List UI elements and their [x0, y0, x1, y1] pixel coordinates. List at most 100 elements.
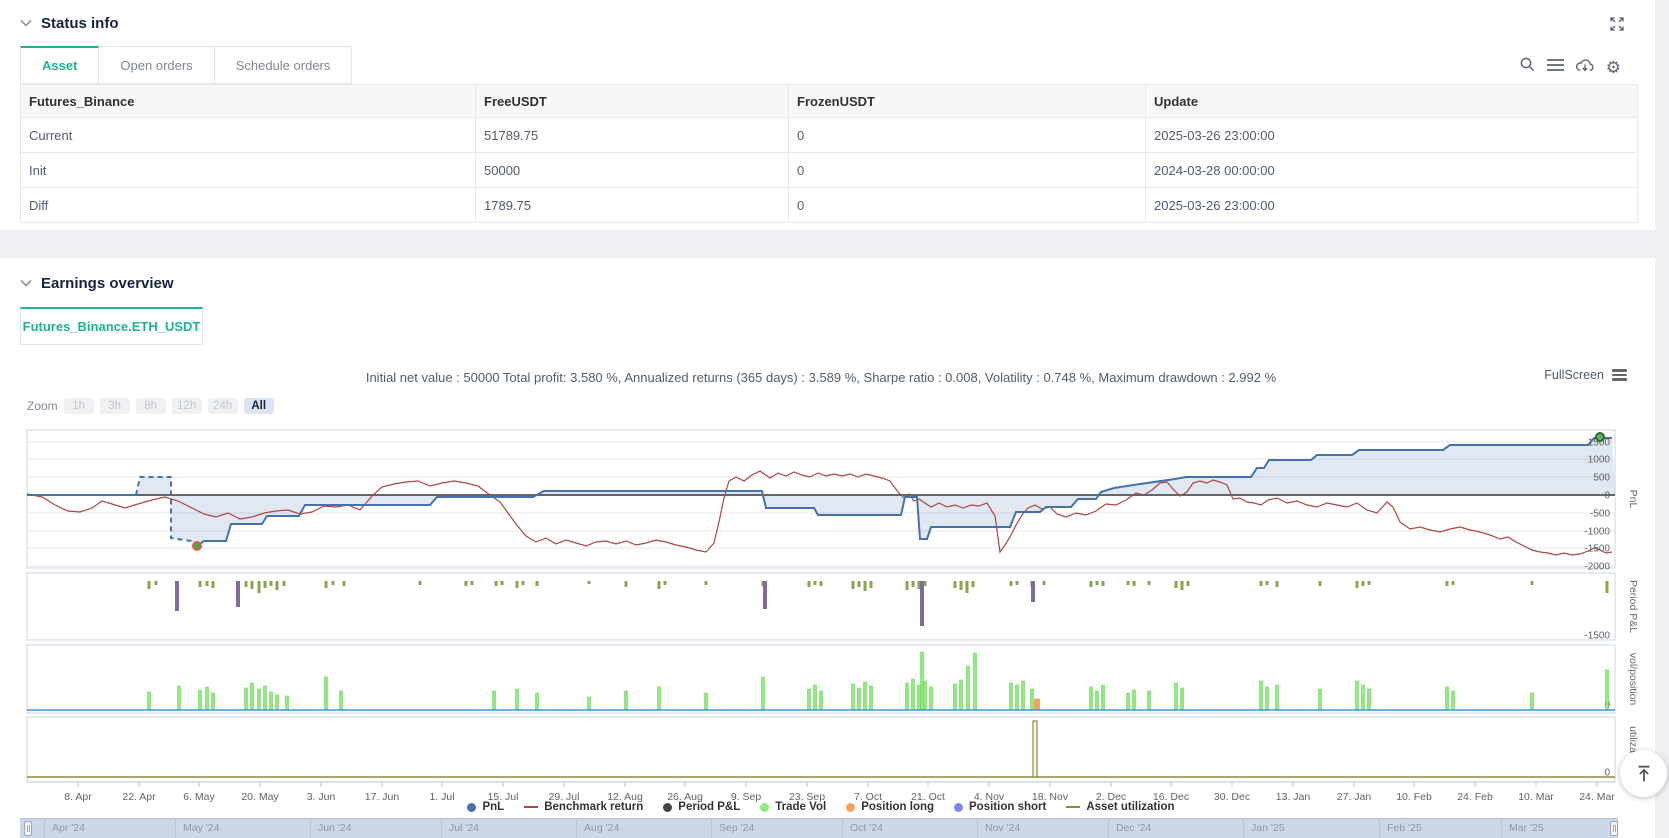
navigator-separator: [842, 819, 843, 838]
navigator-month-label: Apr '24: [52, 822, 85, 834]
navigator-handle[interactable]: [1610, 821, 1618, 836]
list-icon[interactable]: [1546, 58, 1564, 77]
navigator-month-label: Dec '24: [1116, 822, 1152, 834]
earnings-tab-label: Futures_Binance.ETH_USDT: [22, 319, 201, 334]
legend-marker: [663, 802, 673, 812]
table-row: Init 50000 0 2024-03-28 00:00:00: [20, 152, 1638, 188]
table-cell[interactable]: Current: [20, 117, 476, 153]
tab-open-orders[interactable]: Open orders: [99, 46, 215, 84]
chart-navigator[interactable]: Apr '24 May '24 Jun '24 Jul '24 Aug '24 Sep '…: [20, 818, 1618, 838]
navigator-separator: [576, 819, 577, 838]
search-icon[interactable]: [1519, 56, 1536, 78]
table-cell: 1789.75: [475, 187, 789, 223]
back-to-top-button[interactable]: [1620, 750, 1667, 797]
navigator-month-label: Feb '25: [1387, 822, 1422, 834]
collapse-chevron-icon[interactable]: [20, 274, 32, 292]
chart-fullscreen-button[interactable]: FullScreen: [1544, 368, 1627, 382]
legend-marker: [1066, 805, 1081, 809]
zoom-button-12h[interactable]: 12h: [171, 398, 202, 414]
navigator-separator: [977, 819, 978, 838]
navigator-separator: [711, 819, 712, 838]
zoom-buttons: 1h 3h 8h 12h 24h All: [63, 398, 274, 414]
table-cell: Init: [20, 152, 476, 188]
legend-marker: [467, 802, 477, 812]
navigator-month-label: Jan '25: [1251, 822, 1285, 834]
column-header-frozenusdt: FrozenUSDT: [788, 84, 1146, 118]
table-cell: 2025-03-26 23:00:00: [1145, 117, 1638, 153]
tab-schedule-orders[interactable]: Schedule orders: [214, 46, 353, 84]
legend-label: Position short: [969, 801, 1047, 813]
column-header-update: Update: [1145, 84, 1638, 118]
status-info-card: Status info Asset Open orders Schedule ord…: [0, 0, 1655, 230]
navigator-handle[interactable]: [24, 821, 32, 836]
table-cell: 2024-03-28 00:00:00: [1145, 152, 1638, 188]
status-tabs: Asset Open orders Schedule orders: [20, 46, 353, 84]
navigator-separator: [310, 819, 311, 838]
legend-item-period-p&l[interactable]: Period P&L: [663, 801, 740, 813]
navigator-month-label: Oct '24: [850, 822, 883, 834]
navigator-separator: [44, 819, 45, 838]
legend-label: Position long: [861, 801, 935, 813]
zoom-button-8h[interactable]: 8h: [135, 398, 166, 414]
navigator-month-label: Mar '25: [1509, 822, 1544, 834]
zoom-button-all[interactable]: All: [243, 398, 274, 414]
legend-marker: [846, 802, 856, 812]
zoom-button-24h[interactable]: 24h: [207, 398, 238, 414]
table-cell: 2025-03-26 23:00:00: [1145, 187, 1638, 223]
legend-item-asset-utilization[interactable]: Asset utilization: [1066, 801, 1175, 813]
navigator-separator: [1108, 819, 1109, 838]
zoom-label: Zoom: [27, 399, 58, 413]
tab-asset[interactable]: Asset: [20, 46, 100, 84]
table-row: Diff 1789.75 0 2025-03-26 23:00:00: [20, 187, 1638, 223]
table-cell: 51789.75: [475, 117, 789, 153]
navigator-separator: [1379, 819, 1380, 838]
table-cell: 0: [788, 117, 1146, 153]
earnings-section-header: Earnings overview: [20, 274, 174, 292]
tab-futures-binance-eth-usdt[interactable]: Futures_Binance.ETH_USDT: [20, 307, 203, 345]
legend-item-benchmark-return[interactable]: Benchmark return: [524, 801, 643, 813]
legend-item-position-short[interactable]: Position short: [954, 801, 1046, 813]
asset-table: Futures_Binance FreeUSDT FrozenUSDT Update …: [20, 84, 1638, 223]
table-cell: 50000: [475, 152, 789, 188]
legend-item-position-long[interactable]: Position long: [846, 801, 934, 813]
chart-menu-icon[interactable]: [1612, 369, 1627, 381]
navigator-separator: [441, 819, 442, 838]
column-header-freeusdt: FreeUSDT: [475, 84, 789, 118]
table-toolbar: ⚙: [1519, 56, 1621, 78]
zoom-button-1h[interactable]: 1h: [63, 398, 94, 414]
legend-marker: [524, 805, 539, 809]
earnings-overview-card: Earnings overview Futures_Binance.ETH_US…: [0, 258, 1655, 838]
legend-label: Period P&L: [678, 801, 741, 813]
earnings-tabs: Futures_Binance.ETH_USDT: [20, 307, 203, 345]
zoom-button-3h[interactable]: 3h: [99, 398, 130, 414]
legend-item-pnl[interactable]: PnL: [467, 801, 504, 813]
settings-icon[interactable]: ⚙: [1605, 57, 1621, 77]
navigator-separator: [1501, 819, 1502, 838]
navigator-month-label: Nov '24: [985, 822, 1021, 834]
status-section-title: Status info: [41, 14, 119, 32]
status-section-header: Status info: [20, 14, 119, 32]
cloud-download-icon[interactable]: [1575, 57, 1595, 78]
navigator-month-label: Aug '24: [584, 822, 620, 834]
legend-label: Asset utilization: [1086, 801, 1175, 813]
legend-label: Trade Vol: [775, 801, 827, 813]
table-row: Current 51789.75 0 2025-03-26 23:00:00: [20, 117, 1638, 153]
earnings-section-title: Earnings overview: [41, 274, 174, 292]
legend-item-trade-vol[interactable]: Trade Vol: [760, 801, 826, 813]
performance-summary: Initial net value : 50000 Total profit: …: [365, 370, 1277, 385]
table-cell: 0: [788, 187, 1146, 223]
expand-icon[interactable]: [1609, 16, 1625, 37]
column-header-futures_binance: Futures_Binance: [20, 84, 476, 118]
navigator-separator: [175, 819, 176, 838]
navigator-separator: [1243, 819, 1244, 838]
navigator-month-label: Sep '24: [719, 822, 755, 834]
table-cell: Diff: [20, 187, 476, 223]
fullscreen-label: FullScreen: [1544, 368, 1604, 382]
legend-marker: [954, 802, 964, 812]
collapse-chevron-icon[interactable]: [20, 14, 32, 32]
navigator-month-label: Jun '24: [318, 822, 352, 834]
chart-zoom-controls: Zoom 1h 3h 8h 12h 24h All: [27, 398, 274, 414]
chart-legend: PnL Benchmark return Period P&L Trade Vol Po…: [27, 801, 1615, 813]
table-cell: 0: [788, 152, 1146, 188]
